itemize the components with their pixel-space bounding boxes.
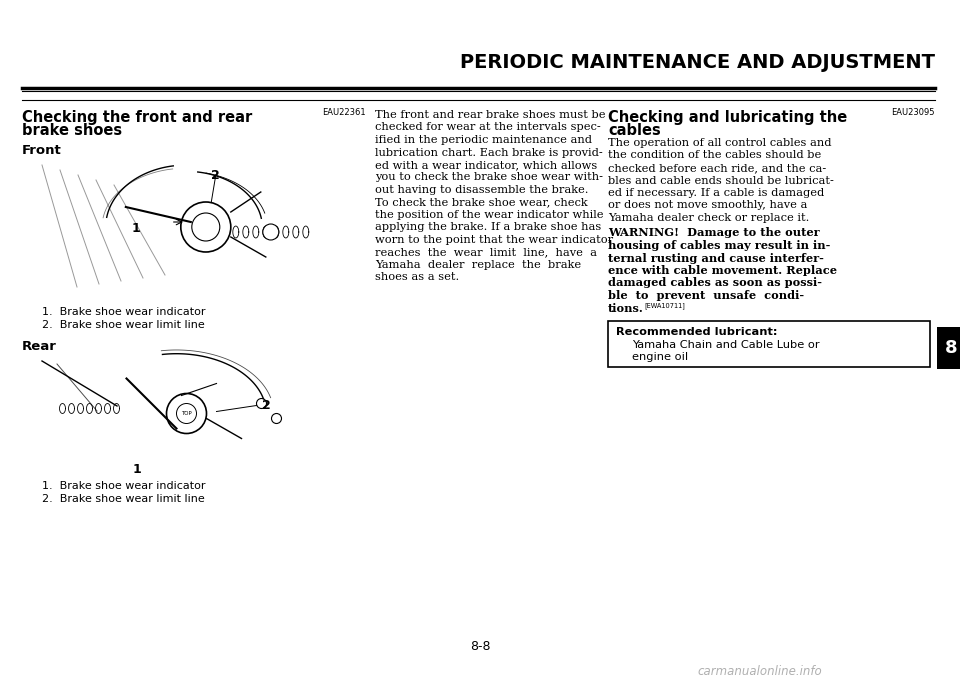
Text: bles and cable ends should be lubricat-: bles and cable ends should be lubricat-: [608, 175, 834, 185]
Text: engine oil: engine oil: [632, 352, 688, 362]
Text: applying the brake. If a brake shoe has: applying the brake. If a brake shoe has: [375, 223, 601, 232]
Text: TOP: TOP: [181, 411, 192, 416]
Text: WARNING!  Damage to the outer: WARNING! Damage to the outer: [608, 227, 820, 238]
Text: worn to the point that the wear indicator: worn to the point that the wear indicato…: [375, 235, 613, 245]
Text: reaches  the  wear  limit  line,  have  a: reaches the wear limit line, have a: [375, 248, 597, 257]
Text: shoes as a set.: shoes as a set.: [375, 272, 459, 282]
Bar: [608, 321, 930, 367]
Text: tions.: tions.: [608, 303, 644, 314]
Text: ified in the periodic maintenance and: ified in the periodic maintenance and: [375, 135, 592, 145]
Text: [EWA10711]: [EWA10711]: [644, 303, 684, 309]
Text: you to check the brake shoe wear with-: you to check the brake shoe wear with-: [375, 172, 603, 183]
Text: damaged cables as soon as possi-: damaged cables as soon as possi-: [608, 278, 822, 289]
Bar: [937, 327, 960, 369]
Circle shape: [166, 394, 206, 433]
Circle shape: [180, 202, 230, 252]
Text: The front and rear brake shoes must be: The front and rear brake shoes must be: [375, 110, 606, 120]
Text: Rear: Rear: [22, 340, 57, 353]
Circle shape: [263, 224, 278, 240]
Text: 8: 8: [945, 339, 957, 357]
Circle shape: [177, 403, 197, 424]
Text: Yamaha  dealer  replace  the  brake: Yamaha dealer replace the brake: [375, 260, 581, 270]
Text: lubrication chart. Each brake is provid-: lubrication chart. Each brake is provid-: [375, 147, 603, 158]
Text: EAU22361: EAU22361: [323, 108, 366, 117]
Text: Yamaha dealer check or replace it.: Yamaha dealer check or replace it.: [608, 213, 809, 223]
Text: Front: Front: [22, 144, 61, 157]
Text: Checking and lubricating the: Checking and lubricating the: [608, 110, 848, 125]
Text: cables: cables: [608, 123, 660, 138]
Text: or does not move smoothly, have a: or does not move smoothly, have a: [608, 200, 807, 210]
Text: brake shoes: brake shoes: [22, 123, 122, 138]
Text: 1: 1: [132, 223, 140, 236]
Text: ence with cable movement. Replace: ence with cable movement. Replace: [608, 265, 837, 276]
Text: 2: 2: [211, 169, 220, 182]
Text: ed with a wear indicator, which allows: ed with a wear indicator, which allows: [375, 160, 597, 170]
Text: ble  to  prevent  unsafe  condi-: ble to prevent unsafe condi-: [608, 290, 804, 301]
Text: EAU23095: EAU23095: [892, 108, 935, 117]
Text: 2: 2: [262, 399, 271, 412]
Text: ternal rusting and cause interfer-: ternal rusting and cause interfer-: [608, 253, 824, 263]
Text: ed if necessary. If a cable is damaged: ed if necessary. If a cable is damaged: [608, 188, 825, 198]
Text: housing of cables may result in in-: housing of cables may result in in-: [608, 240, 830, 251]
Circle shape: [272, 414, 281, 424]
Text: Checking the front and rear: Checking the front and rear: [22, 110, 252, 125]
Text: checked for wear at the intervals spec-: checked for wear at the intervals spec-: [375, 122, 601, 132]
Text: 1.  Brake shoe wear indicator: 1. Brake shoe wear indicator: [42, 307, 205, 317]
Text: To check the brake shoe wear, check: To check the brake shoe wear, check: [375, 198, 588, 208]
Text: the position of the wear indicator while: the position of the wear indicator while: [375, 210, 604, 220]
Text: the condition of the cables should be: the condition of the cables should be: [608, 151, 821, 160]
Text: Recommended lubricant:: Recommended lubricant:: [616, 327, 778, 337]
Text: 8-8: 8-8: [469, 640, 491, 653]
Text: checked before each ride, and the ca-: checked before each ride, and the ca-: [608, 163, 827, 173]
Text: The operation of all control cables and: The operation of all control cables and: [608, 138, 831, 148]
Text: 1.  Brake shoe wear indicator: 1. Brake shoe wear indicator: [42, 481, 205, 491]
Text: out having to disassemble the brake.: out having to disassemble the brake.: [375, 185, 588, 195]
Circle shape: [192, 213, 220, 241]
Text: 1: 1: [132, 463, 141, 476]
Text: 2.  Brake shoe wear limit line: 2. Brake shoe wear limit line: [42, 320, 204, 329]
Text: Yamaha Chain and Cable Lube or: Yamaha Chain and Cable Lube or: [632, 340, 820, 350]
Text: 2.  Brake shoe wear limit line: 2. Brake shoe wear limit line: [42, 494, 204, 504]
Text: carmanualonline.info: carmanualonline.info: [698, 665, 823, 678]
Text: PERIODIC MAINTENANCE AND ADJUSTMENT: PERIODIC MAINTENANCE AND ADJUSTMENT: [460, 52, 935, 71]
Circle shape: [256, 399, 267, 409]
